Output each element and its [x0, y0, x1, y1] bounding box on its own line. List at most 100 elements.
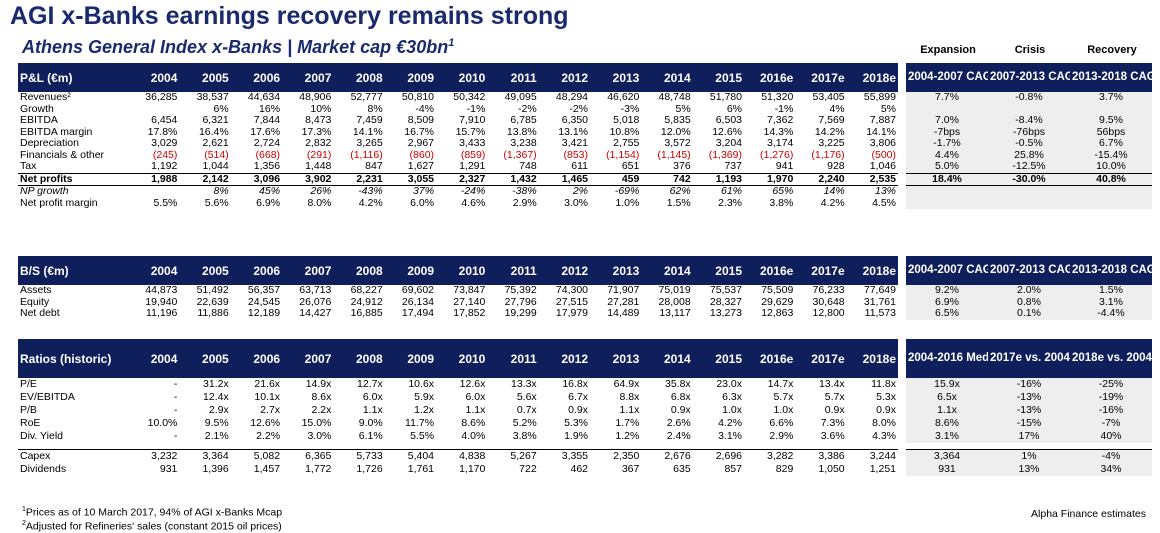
table-cell: 1,432 [487, 172, 539, 186]
pl-side-header-row: 2004-2007 CAGR2007-2013 CAGR2013-2018 CA… [906, 63, 1152, 92]
table-cell: (1,145) [657, 149, 691, 161]
table-cell: 3.0% [564, 197, 589, 209]
table-cell: (1,369) [708, 149, 742, 161]
table-cell: 56,357 [247, 285, 281, 296]
table-cell: 13% [874, 185, 896, 197]
table-cell: 1,291 [459, 161, 486, 172]
table-cell: 1.1x [465, 404, 486, 416]
side-cell: 3,364 [906, 449, 988, 463]
table-cell: - [173, 430, 178, 442]
table-cell: 8,473 [305, 115, 332, 126]
year-header: 2006 [230, 339, 283, 378]
year-header: 2010 [436, 63, 488, 92]
table-cell: -69% [614, 185, 640, 197]
side-header: 2013-2018 CAGR [1070, 256, 1152, 285]
table-cell: -38% [512, 185, 537, 197]
table-cell: 2% [572, 185, 589, 197]
table-cell: 24,912 [350, 296, 383, 308]
table-cell: (245) [152, 149, 178, 161]
table-cell: 376 [673, 161, 691, 172]
table-cell: 65% [772, 185, 794, 197]
footnote-1-text: Prices as of 10 March 2017, 94% of AGI x… [25, 506, 283, 519]
side-header: 2017e vs. 2004-2016 median [988, 339, 1070, 378]
side-cell: -13% [988, 404, 1070, 417]
table-cell: 6.0% [410, 197, 435, 209]
table-cell: 63,713 [299, 285, 332, 296]
table-cell: 62% [669, 185, 691, 197]
year-header: 2008 [333, 256, 385, 285]
table-cell: 1,356 [253, 161, 281, 172]
side-cell: -4.4% [1070, 308, 1152, 320]
table-cell: 3.6% [820, 430, 845, 442]
subtitle-text: Athens General Index x-Banks | Market ca… [22, 37, 449, 57]
table-cell: 31,761 [863, 296, 896, 308]
table-row: Equity 19,940 22,639 24,545 26,076 24,912 26,1… [18, 297, 898, 309]
table-row: P/E - 31.2x 21.6x 14.9x 12.7x 10.6x 12.6x 13.3x 1… [18, 378, 898, 391]
row-label: EBITDA [20, 115, 58, 126]
table-cell: 51,780 [709, 92, 742, 103]
table-row: 7.7% -0.8% 3.7% [906, 92, 1152, 104]
table-cell: 6,454 [151, 115, 178, 126]
side-cell: -4% [1070, 449, 1152, 463]
table-row: Growth 6% 16% 10% 8% -4% -1% -2% -2% -3% 5% 6% -1% 4%… [18, 104, 898, 116]
side-header: 2007-2013 CAGR [988, 63, 1070, 92]
table-cell: (668) [255, 149, 281, 161]
table-cell: (859) [460, 149, 486, 161]
table-cell: 3.8% [769, 197, 794, 209]
table-cell: 11,196 [146, 308, 178, 319]
table-cell: 2,535 [846, 172, 898, 186]
year-header: 2010 [436, 256, 488, 285]
table-row: 3,364 1% -4% [906, 449, 1152, 463]
table-cell: 48,906 [299, 92, 332, 103]
side-cell: 34% [1070, 463, 1152, 476]
table-cell: 27,281 [607, 296, 640, 308]
year-header: 2014 [641, 339, 693, 378]
year-header: 2013 [590, 256, 642, 285]
table-cell: 14% [823, 185, 845, 197]
side-cell: 15.9x [906, 378, 988, 391]
table-row: 1.1x -13% -16% [906, 404, 1152, 417]
year-header: 2006 [230, 63, 283, 92]
table-cell: (860) [409, 149, 435, 161]
table-cell: 0.9x [876, 404, 896, 416]
table-cell: -1% [774, 103, 794, 115]
table-cell: 3,244 [846, 449, 898, 463]
table-cell: 3,806 [869, 138, 896, 149]
table-cell: 22,639 [196, 296, 229, 308]
table-cell: 2.1% [204, 430, 229, 442]
table-cell: 5% [675, 103, 691, 115]
table-row: Net debt 11,196 11,886 12,189 14,427 16,885 17… [18, 308, 898, 320]
table-cell: 7,887 [869, 115, 896, 126]
ratios-header-row: Ratios (historic) 2004 2005 2006 2007 2008 200… [18, 339, 898, 378]
table-cell: 4.2% [358, 197, 383, 209]
table-cell: 4% [829, 103, 845, 115]
table-cell: 7.3% [820, 417, 845, 429]
year-header: 2006 [230, 256, 283, 285]
table-cell: 6% [213, 103, 229, 115]
year-header: 2015 [692, 256, 744, 285]
table-cell: 13,117 [659, 308, 691, 319]
table-cell: 27,140 [453, 296, 486, 308]
row-label: Div. Yield [20, 430, 63, 442]
table-cell: 15.0% [301, 417, 332, 429]
ratios-header-label: Ratios (historic) [18, 339, 129, 378]
table-cell: 2,621 [202, 138, 229, 149]
table-row: Tax 1,192 1,044 1,356 1,448 847 1,627 1,291 748 6… [18, 161, 898, 173]
table-cell: 1.1x [362, 404, 383, 416]
side-cell: 3.7% [1070, 92, 1152, 104]
table-cell: 10% [310, 103, 332, 115]
table-cell: 11.8x [871, 378, 896, 390]
table-cell: 21.6x [254, 378, 281, 390]
table-cell: 4.5% [872, 197, 896, 209]
side-cell: -25% [1070, 378, 1152, 391]
row-label: Dividends [20, 463, 67, 475]
table-cell: 14.7x [767, 378, 794, 390]
row-label: EBITDA margin [20, 126, 93, 138]
ratios-table: Ratios (historic) 2004 2005 2006 2007 2008 200… [18, 339, 898, 476]
page-title: AGI x-Banks earnings recovery remains st… [10, 2, 569, 30]
table-cell: 2,832 [305, 138, 332, 149]
table-cell: 1,726 [356, 463, 383, 475]
row-label: Net profits [18, 172, 129, 186]
table-row [906, 103, 1152, 115]
table-cell: 1,192 [151, 161, 178, 172]
